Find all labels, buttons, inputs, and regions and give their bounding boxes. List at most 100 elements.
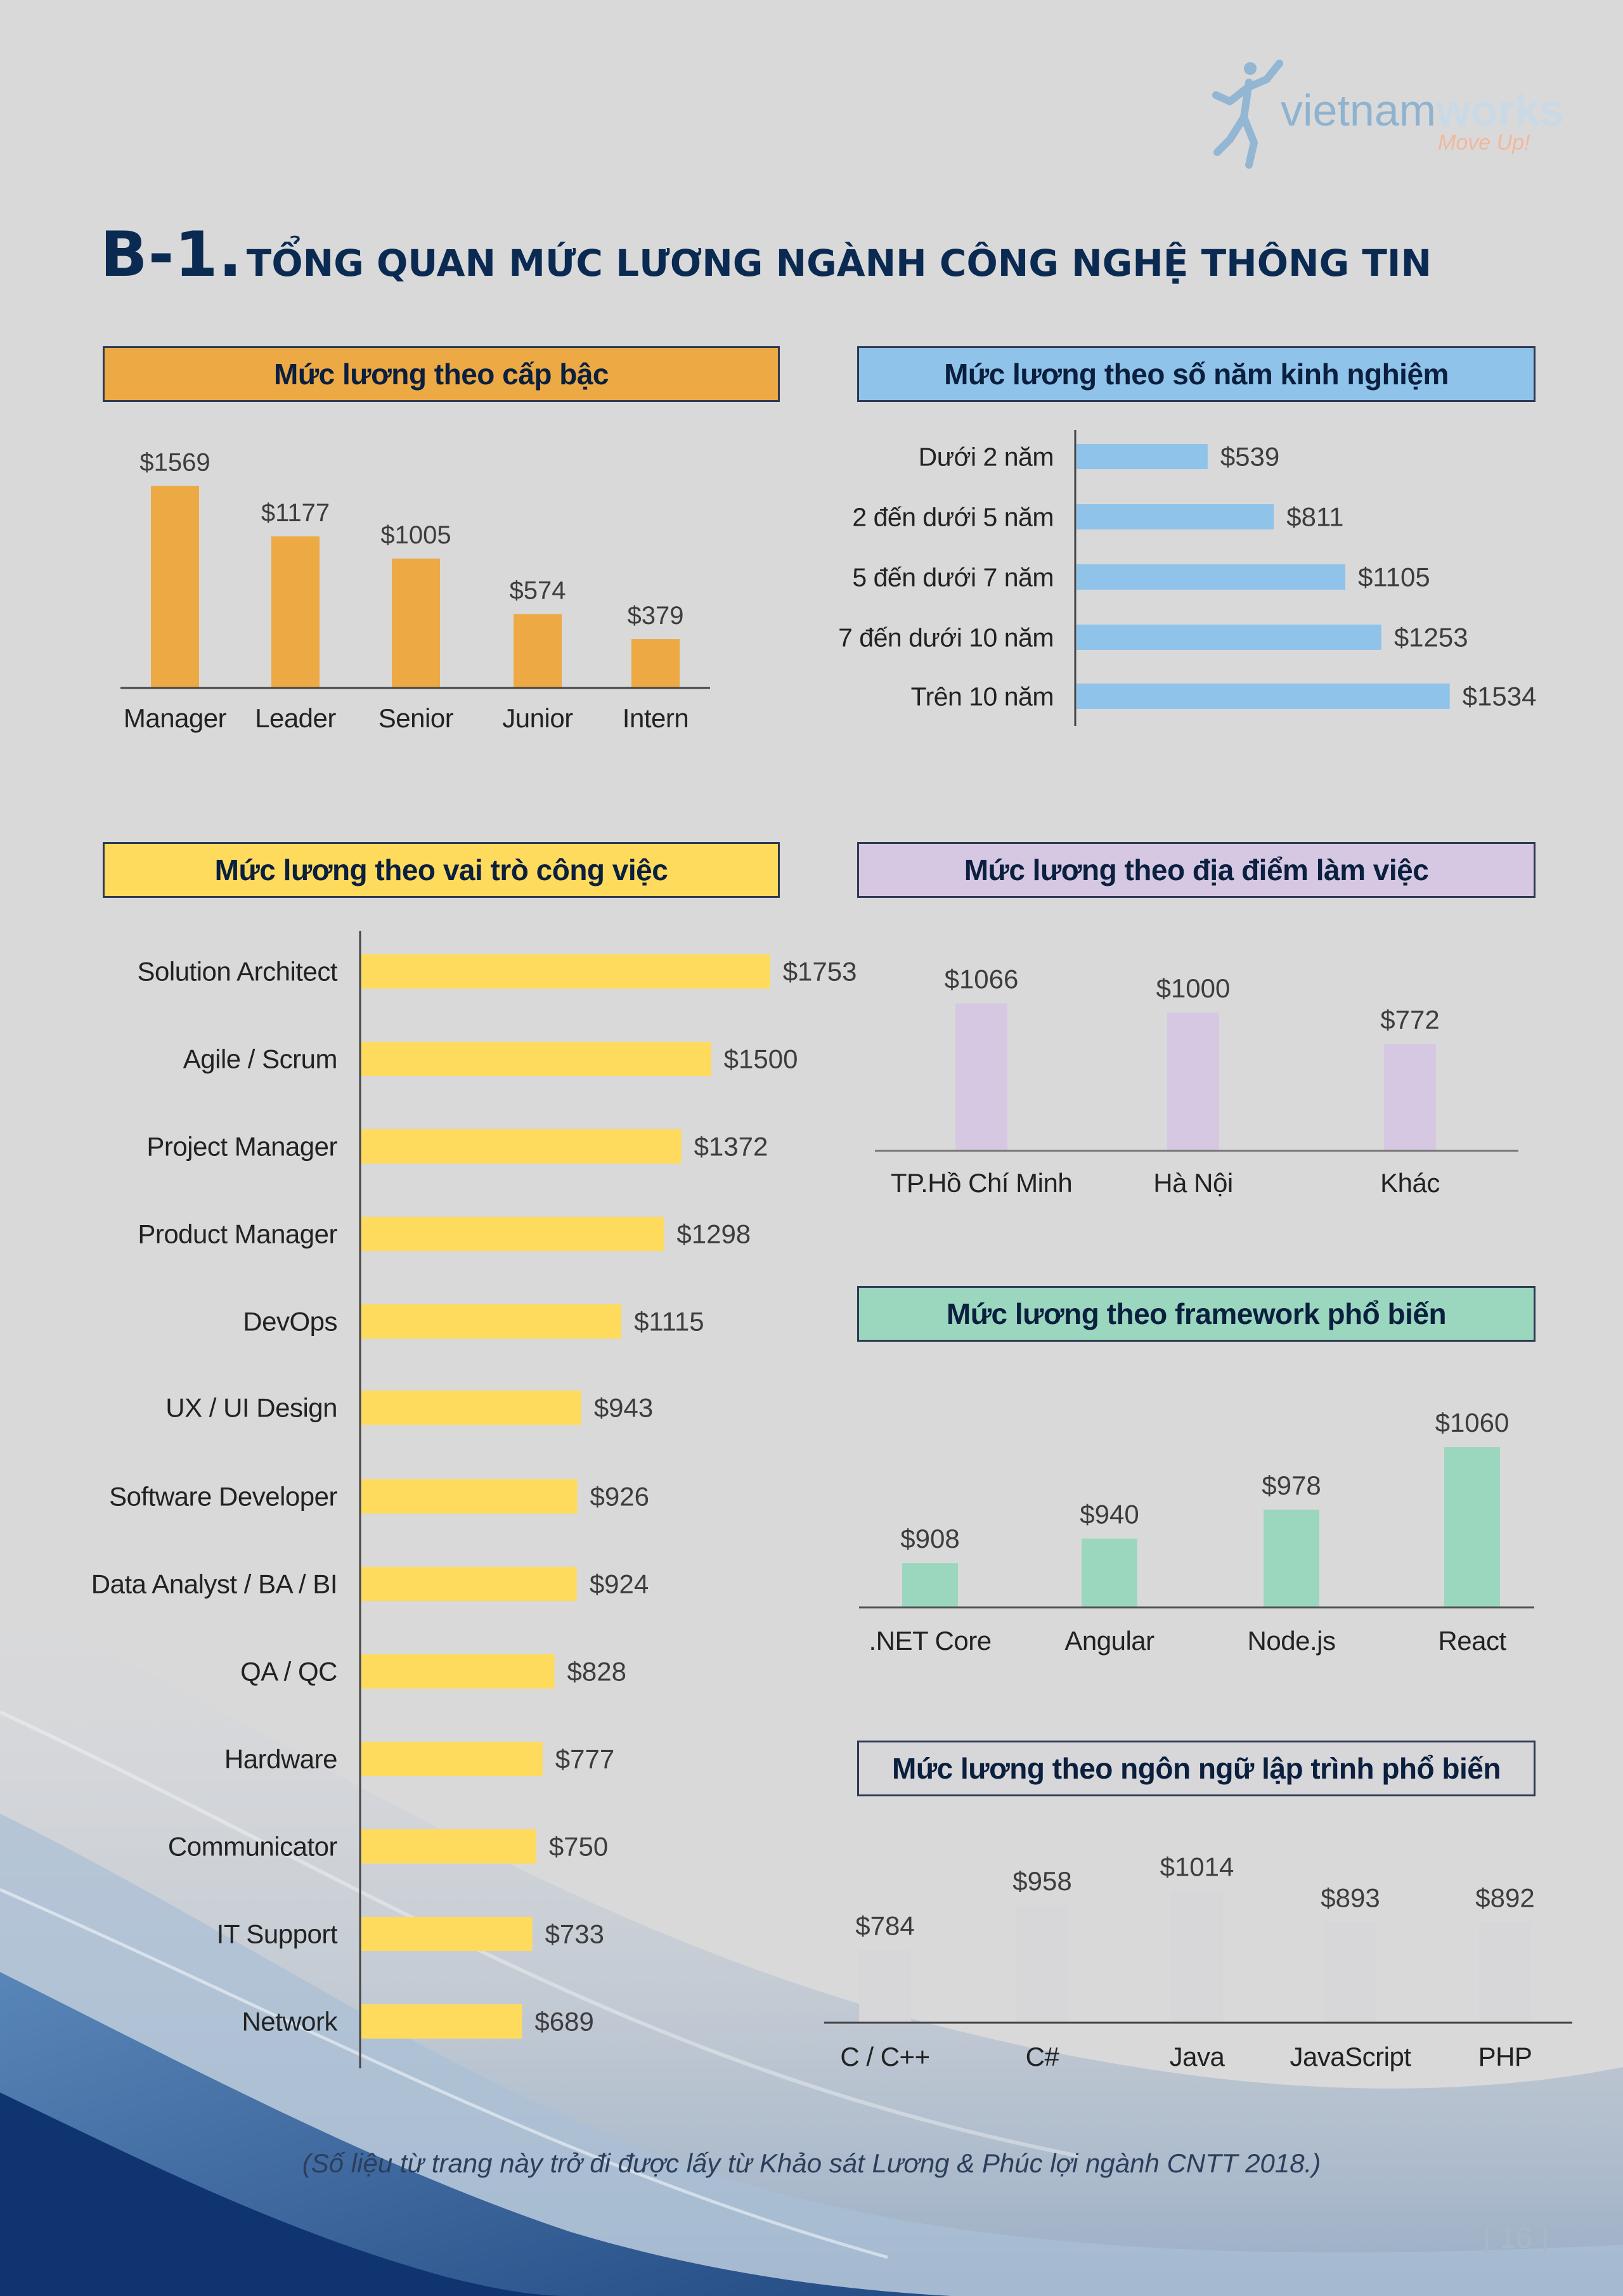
value-label-5-n-d-i-7-n-m: $1105 [1358, 562, 1430, 592]
bar-product-manager [361, 1217, 664, 1251]
category-label-javascript: JavaScript [1290, 2042, 1411, 2072]
category-label-agile-scrum: Agile / Scrum [183, 1044, 337, 1074]
value-label-kh-c: $772 [1380, 1005, 1439, 1035]
category-label-product-manager: Product Manager [138, 1219, 337, 1249]
category-label-intern: Intern [623, 703, 689, 733]
category-label-manager: Manager [124, 703, 227, 733]
bar-network [361, 2004, 522, 2039]
category-label-kh-c: Khác [1380, 1168, 1440, 1198]
category-label-software-developer: Software Developer [109, 1482, 337, 1512]
value-label-network: $689 [534, 2007, 593, 2037]
bar-2-n-d-i-5-n-m [1077, 504, 1274, 529]
category-label-react: React [1438, 1626, 1506, 1656]
value-label-manager: $1569 [139, 448, 210, 476]
value-label-agile-scrum: $1500 [724, 1044, 798, 1074]
bar-leader [271, 536, 320, 688]
category-label-project-manager: Project Manager [146, 1132, 337, 1162]
value-label-2-n-d-i-5-n-m: $811 [1286, 502, 1343, 532]
category-label-ux-ui-design: UX / UI Design [165, 1393, 337, 1423]
value-label-h-n-i: $1000 [1156, 973, 1231, 1003]
value-label-qa-qc: $828 [567, 1657, 626, 1687]
category-label-communicator: Communicator [168, 1832, 338, 1862]
bar-senior [392, 558, 440, 688]
bar-tp-h-ch-minh [955, 1003, 1007, 1151]
bar-communicator [361, 1829, 536, 1864]
value-label-net-core: $908 [900, 1524, 959, 1553]
chart-by-location: $1066 TP.Hồ Chí Minh $1000 Hà Nội $772 Khác [875, 964, 1518, 1198]
category-label-network: Network [242, 2007, 338, 2037]
bar-hardware [361, 1742, 543, 1776]
category-label-net-core: .NET Core [869, 1626, 991, 1656]
chart-by-experience: $539 Dưới 2 năm $811 2 đến dưới 5 năm $1105 5… [838, 430, 1536, 726]
value-label-tp-h-ch-minh: $1066 [945, 964, 1019, 994]
category-label-leader: Leader [255, 703, 336, 733]
category-label-hardware: Hardware [224, 1744, 337, 1774]
bar-intern [631, 639, 680, 688]
category-label-java: Java [1170, 2042, 1225, 2072]
brand-tagline: Move Up! [1438, 131, 1530, 155]
source-footnote: (Số liệu từ trang này trở đi được lấy từ… [302, 2148, 1321, 2178]
bar-php [1479, 1922, 1531, 2023]
value-label-communicator: $750 [549, 1832, 608, 1862]
bar-react [1444, 1447, 1500, 1607]
bar-agile-scrum [361, 1042, 711, 1076]
bar-7-n-d-i-10-n-m [1077, 625, 1381, 650]
bar-software-developer [361, 1479, 578, 1514]
category-label-it-support: IT Support [217, 1919, 338, 1949]
bar-5-n-d-i-7-n-m [1077, 564, 1346, 590]
value-label-junior: $574 [510, 576, 566, 604]
bar-manager [151, 486, 199, 688]
runner-icon [1212, 60, 1283, 169]
bar-tr-n-10-n-m [1077, 684, 1450, 709]
bar-node-js [1264, 1509, 1319, 1607]
value-label-c: $958 [1012, 1866, 1071, 1896]
section-heading: B-1. TỔNG QUAN MỨC LƯƠNG NGÀNH CÔNG NGHỆ … [100, 219, 1432, 291]
value-label-product-manager: $1298 [676, 1219, 751, 1249]
section-code: B-1. [100, 219, 243, 291]
bar-kh-c [1384, 1044, 1436, 1151]
category-label-devops: DevOps [243, 1307, 337, 1337]
category-label-junior: Junior [502, 703, 573, 733]
brand-name-light: vietnam [1281, 86, 1437, 135]
bar-junior [514, 614, 562, 688]
bar-project-manager [361, 1129, 682, 1164]
vietnamworks-logo: vietnamworks Move Up! [1205, 57, 1564, 171]
value-label-it-support: $733 [545, 1919, 604, 1949]
category-label-7-n-d-i-10-n-m: 7 đến dưới 10 năm [838, 623, 1054, 652]
value-label-devops: $1115 [634, 1307, 704, 1337]
category-label-data-analyst-ba-bi: Data Analyst / BA / BI [91, 1569, 337, 1599]
value-label-php: $892 [1475, 1883, 1534, 1913]
bar-net-core [902, 1563, 958, 1607]
bar-solution-architect [361, 954, 770, 989]
chart-title-by-location: Mức lương theo địa điểm làm việc [857, 842, 1536, 898]
value-label-node-js: $978 [1262, 1470, 1321, 1500]
value-label-java: $1014 [1160, 1852, 1234, 1881]
category-label-senior: Senior [378, 703, 454, 733]
chart-title-by-role: Mức lương theo vai trò công việc [103, 842, 780, 898]
section-title: TỔNG QUAN MỨC LƯƠNG NGÀNH CÔNG NGHỆ THÔN… [246, 242, 1432, 285]
page-number: [ 16 ] [1484, 2221, 1549, 2254]
category-label-qa-qc: QA / QC [240, 1657, 337, 1687]
chart-by-role: $1753 Solution Architect $1500 Agile / Scru… [91, 931, 857, 2068]
value-label-c-c: $784 [855, 1910, 914, 1940]
category-label-php: PHP [1478, 2042, 1532, 2072]
brand-name-bold: works [1436, 86, 1565, 135]
category-label-tr-n-10-n-m: Trên 10 năm [911, 682, 1054, 711]
bar-qa-qc [361, 1654, 555, 1689]
value-label-d-i-2-n-m: $539 [1220, 442, 1279, 472]
value-label-angular: $940 [1080, 1500, 1139, 1529]
category-label-node-js: Node.js [1248, 1626, 1336, 1656]
category-label-angular: Angular [1064, 1626, 1154, 1656]
bar-devops [361, 1304, 622, 1339]
value-label-solution-architect: $1753 [783, 957, 857, 987]
value-label-project-manager: $1372 [694, 1132, 768, 1162]
value-label-data-analyst-ba-bi: $924 [590, 1569, 649, 1599]
bar-it-support [361, 1917, 533, 1951]
category-label-c: C# [1026, 2042, 1060, 2072]
bar-d-i-2-n-m [1077, 444, 1208, 469]
value-label-ux-ui-design: $943 [594, 1393, 653, 1423]
chart-title-by-language: Mức lương theo ngôn ngữ lập trình phổ bi… [857, 1741, 1536, 1796]
value-label-intern: $379 [628, 602, 684, 630]
